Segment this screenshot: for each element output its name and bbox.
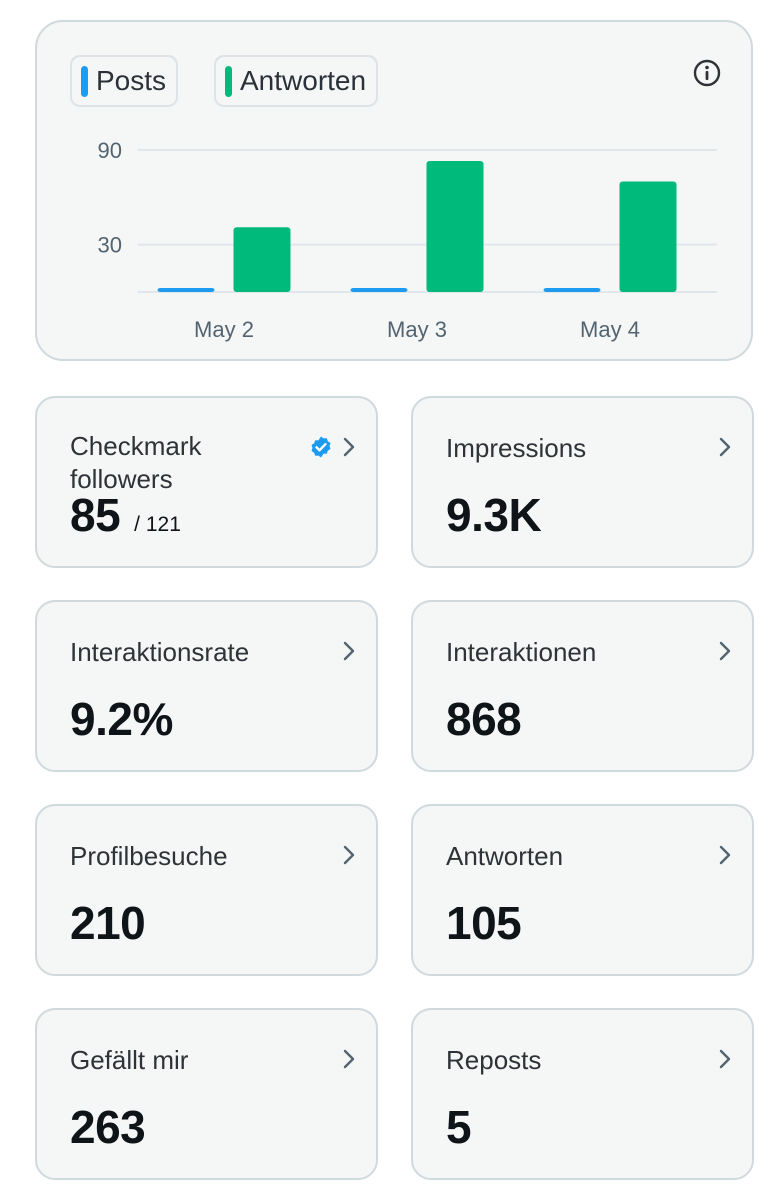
stat-value-main: 85 — [70, 489, 121, 541]
replies-swatch — [225, 65, 232, 97]
legend-replies-label: Antworten — [240, 65, 367, 96]
stat-title: Interaktionsrate — [70, 637, 250, 667]
stat-card-interaktionsrate[interactable]: Interaktionsrate 9.2% — [35, 600, 378, 772]
stat-card-profilbesuche[interactable]: Profilbesuche 210 — [35, 804, 378, 976]
stat-title: Interaktionen — [446, 637, 597, 667]
verified-badge-icon — [311, 436, 331, 458]
info-icon[interactable] — [692, 58, 722, 88]
legend-replies[interactable]: Antworten — [214, 55, 379, 107]
stat-title: Gefällt mir — [70, 1045, 189, 1075]
stat-card-interaktionen[interactable]: Interaktionen 868 — [411, 600, 754, 772]
x-tick-label: May 3 — [387, 317, 447, 342]
stat-value: 9.3K — [446, 489, 542, 541]
chart-card: Posts Antworten 30 90 May 2 May 3 May 4 — [35, 20, 753, 361]
stat-title: Antworten — [446, 841, 564, 871]
y-tick-label: 30 — [98, 233, 122, 258]
stat-card-antworten[interactable]: Antworten 105 — [411, 804, 754, 976]
stat-title: Impressions — [446, 433, 587, 463]
bar-replies — [619, 181, 677, 292]
chevron-right-icon — [719, 845, 731, 865]
stat-value: 9.2% — [70, 693, 173, 745]
stat-value: 263 — [70, 1101, 146, 1153]
y-tick-label: 90 — [98, 138, 122, 163]
stat-title: Reposts — [446, 1045, 542, 1075]
chevron-right-icon — [343, 1049, 355, 1069]
chevron-right-icon — [343, 437, 355, 457]
chevron-right-icon — [343, 641, 355, 661]
stat-value: 868 — [446, 693, 522, 745]
stat-value: 210 — [70, 897, 146, 949]
stat-value: 85 / 121 — [70, 488, 181, 542]
chevron-right-icon — [343, 845, 355, 865]
chevron-right-icon — [719, 641, 731, 661]
bar-replies — [233, 227, 291, 292]
bar-replies — [426, 161, 484, 292]
bar-posts — [350, 288, 408, 292]
stat-card-checkmark-followers[interactable]: Checkmark followers 85 / 121 — [35, 396, 378, 568]
stat-card-reposts[interactable]: Reposts 5 — [411, 1008, 754, 1180]
stat-value: 5 — [446, 1101, 472, 1153]
bar-posts — [543, 288, 601, 292]
legend-posts[interactable]: Posts — [70, 55, 179, 107]
stat-value-total: / 121 — [134, 513, 181, 536]
bar-chart: 30 90 May 2 May 3 May 4 — [98, 138, 717, 342]
posts-swatch — [81, 65, 88, 97]
stat-title: Checkmark followers — [70, 431, 202, 494]
stat-card-impressions[interactable]: Impressions 9.3K — [411, 396, 754, 568]
x-tick-label: May 2 — [194, 317, 254, 342]
stat-card-gefaellt-mir[interactable]: Gefällt mir 263 — [35, 1008, 378, 1180]
legend-posts-label: Posts — [96, 65, 167, 96]
stat-value: 105 — [446, 897, 522, 949]
chevron-right-icon — [719, 437, 731, 457]
bar-posts — [157, 288, 215, 292]
x-tick-label: May 4 — [580, 317, 640, 342]
chevron-right-icon — [719, 1049, 731, 1069]
stat-title: Profilbesuche — [70, 841, 228, 871]
